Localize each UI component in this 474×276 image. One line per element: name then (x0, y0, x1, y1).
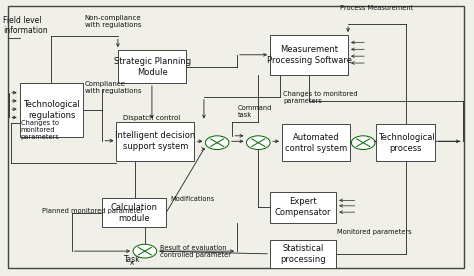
Text: Technological
process: Technological process (378, 133, 434, 153)
Text: Changes to monitored
parameters: Changes to monitored parameters (283, 92, 358, 105)
Bar (270, 35, 348, 75)
Text: Strategic Planning
Module: Strategic Planning Module (114, 57, 191, 77)
Text: Command
task: Command task (238, 105, 273, 118)
Bar (376, 124, 436, 161)
Bar (270, 192, 336, 223)
Text: Technological
regulations: Technological regulations (23, 100, 80, 120)
Text: Process Measurement: Process Measurement (340, 5, 413, 11)
Bar (19, 83, 83, 137)
Text: Dispatch control: Dispatch control (123, 115, 180, 121)
Circle shape (133, 244, 156, 258)
Bar (117, 121, 194, 161)
Text: Intelligent decision
support system: Intelligent decision support system (115, 131, 196, 152)
Text: Monitored parameters: Monitored parameters (337, 229, 412, 235)
Text: Planned monitored parameter: Planned monitored parameter (42, 208, 143, 214)
Text: Calculation
module: Calculation module (111, 203, 158, 223)
Circle shape (205, 136, 229, 150)
Text: Task: Task (124, 255, 140, 264)
Text: Expert
Compensator: Expert Compensator (275, 197, 331, 217)
Circle shape (351, 136, 375, 150)
Text: Field level
information: Field level information (3, 16, 48, 35)
Bar (102, 198, 166, 227)
Bar (270, 240, 336, 269)
Circle shape (246, 136, 270, 150)
Text: Result of evaluation
controlled parameter: Result of evaluation controlled paramete… (160, 245, 231, 258)
Text: Statistical
processing: Statistical processing (280, 244, 326, 264)
Text: Modifications: Modifications (170, 196, 214, 202)
Bar (282, 124, 350, 161)
Text: Measurement
Processing Software: Measurement Processing Software (266, 45, 352, 65)
Text: Automated
control system: Automated control system (285, 133, 347, 153)
Text: Non-compliance
with regulations: Non-compliance with regulations (85, 15, 141, 28)
Text: Compliance
with regulations: Compliance with regulations (85, 81, 141, 94)
Text: Changes to
monitored
parameters: Changes to monitored parameters (20, 120, 59, 140)
Bar (118, 50, 186, 83)
